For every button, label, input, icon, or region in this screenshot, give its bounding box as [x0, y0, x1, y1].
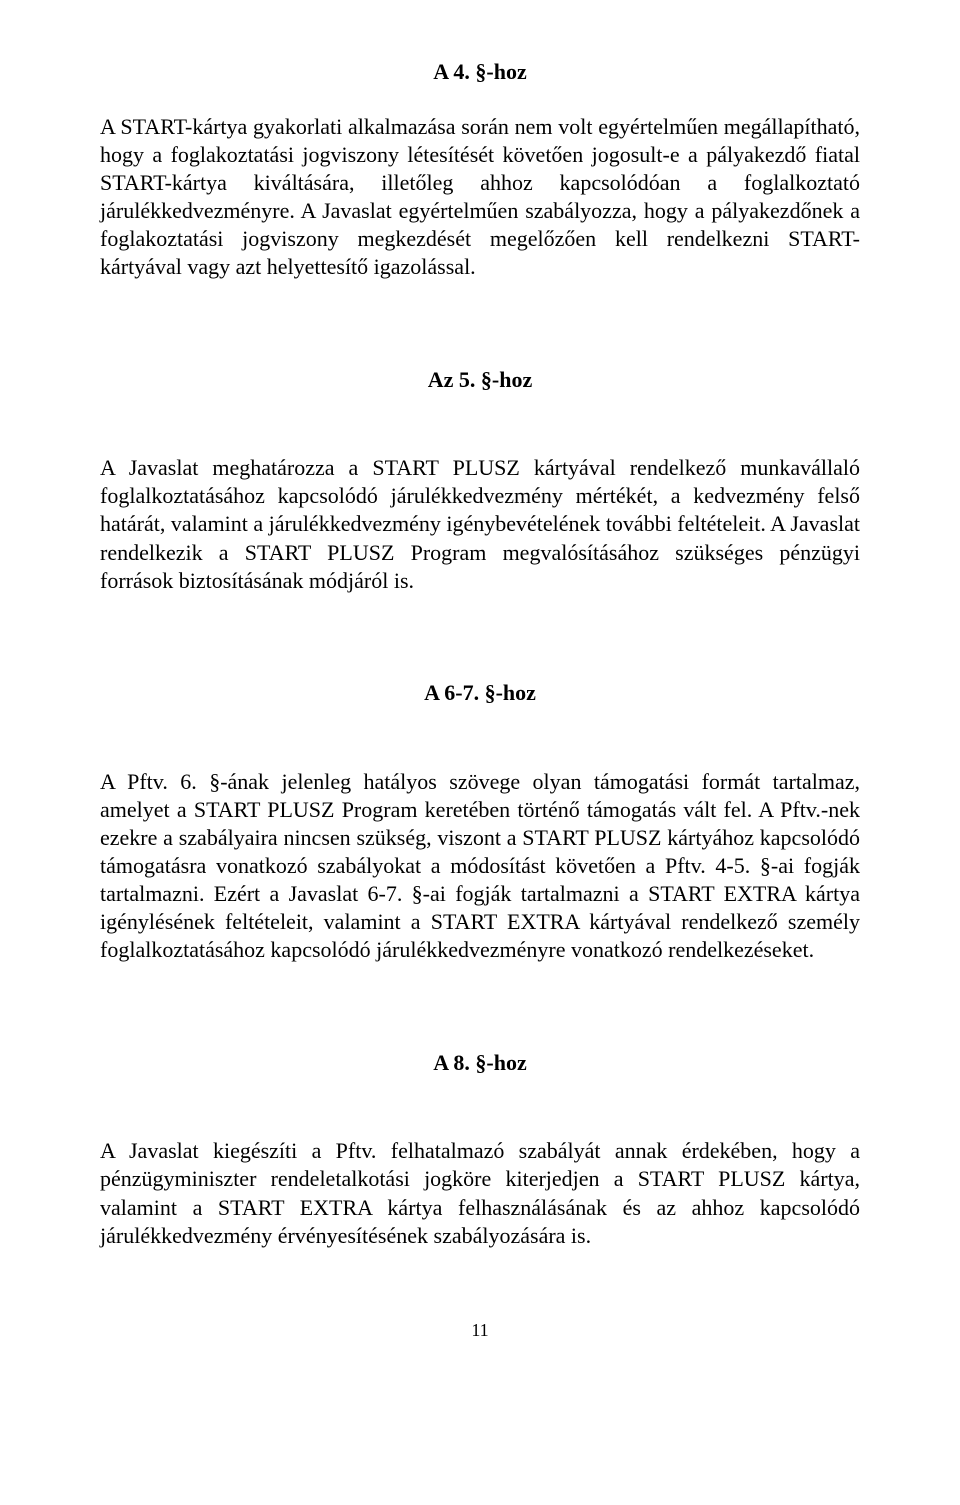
- section-6-7-paragraph: A Pftv. 6. §-ának jelenleg hatályos szöv…: [100, 768, 860, 965]
- section-4-heading: A 4. §-hoz: [100, 58, 860, 87]
- section-5-paragraph: A Javaslat meghatározza a START PLUSZ ká…: [100, 454, 860, 595]
- section-5-heading: Az 5. §-hoz: [100, 366, 860, 395]
- section-8-heading: A 8. §-hoz: [100, 1049, 860, 1078]
- section-8-paragraph: A Javaslat kiegészíti a Pftv. felhatalma…: [100, 1137, 860, 1250]
- section-4-paragraph: A START-kártya gyakorlati alkalmazása so…: [100, 113, 860, 282]
- page-number: 11: [100, 1320, 860, 1341]
- section-6-7-heading: A 6-7. §-hoz: [100, 679, 860, 708]
